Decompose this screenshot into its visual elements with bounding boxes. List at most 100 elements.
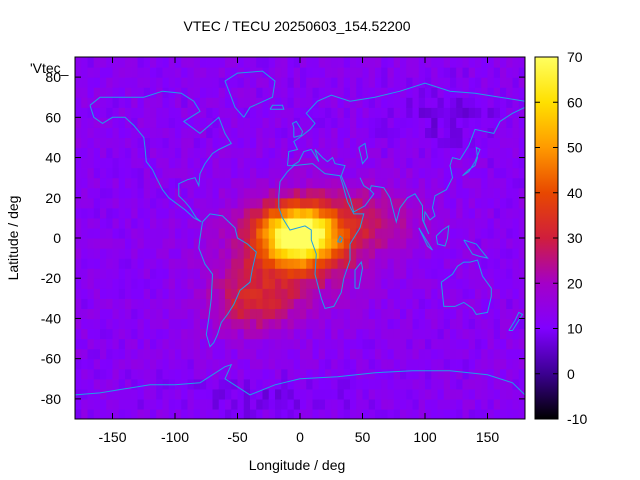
heatmap-cell [112,268,120,279]
heatmap-cell [512,157,520,169]
heatmap-cell [468,288,476,299]
heatmap-cell [481,328,489,340]
heatmap-cell [493,87,501,98]
heatmap-cell [500,288,507,299]
heatmap-cell [150,197,157,209]
heatmap-cell [456,177,464,189]
heatmap-cell [87,348,95,360]
heatmap-cell [193,197,201,209]
heatmap-cell [125,238,132,249]
heatmap-cell [393,378,401,390]
heatmap-cell [231,288,239,299]
heatmap-cell [225,77,232,88]
heatmap-cell [400,117,407,128]
heatmap-cell [206,268,214,279]
heatmap-cell [268,408,276,419]
heatmap-cell [443,127,451,139]
heatmap-cell [243,147,251,159]
heatmap-cell [337,157,345,169]
heatmap-cell [281,197,289,209]
heatmap-cell [418,167,426,179]
heatmap-cell [212,318,220,330]
heatmap-cell [150,278,157,289]
heatmap-cell [393,167,401,179]
heatmap-cell [231,408,239,419]
heatmap-cell [350,398,357,410]
heatmap-cell [187,227,195,239]
heatmap-cell [143,378,151,390]
heatmap-cell [162,318,170,330]
heatmap-cell [175,177,182,189]
heatmap-cell [500,278,507,289]
heatmap-cell [443,137,451,149]
x-tick-label: -50 [227,429,247,445]
heatmap-cell [412,328,420,340]
heatmap-cell [425,308,432,320]
heatmap-cell [418,348,426,360]
heatmap-cell [418,358,426,370]
heatmap-cell [518,227,525,239]
heatmap-cell [287,207,295,219]
heatmap-cell [487,217,495,229]
heatmap-cell [125,57,132,68]
heatmap-cell [118,187,126,199]
heatmap-cell [106,127,114,139]
heatmap-cell [462,127,470,139]
heatmap-cell [206,248,214,259]
heatmap-cell [493,177,501,189]
heatmap-cell [268,268,276,279]
heatmap-cell [368,77,376,88]
heatmap-cell [337,197,345,209]
y-tick-label: 20 [45,190,61,206]
heatmap-cell [112,348,120,360]
heatmap-cell [168,187,176,199]
heatmap-cell [456,127,464,139]
heatmap-cell [468,268,476,279]
heatmap-cell [450,117,457,128]
heatmap-cell [506,358,514,370]
heatmap-cell [368,187,376,199]
heatmap-cell [462,368,470,380]
heatmap-cell [450,127,457,139]
heatmap-cell [381,298,389,309]
heatmap-cell [493,197,501,209]
heatmap-cell [375,107,382,118]
heatmap-cell [418,408,426,419]
heatmap-cell [368,298,376,309]
heatmap-cell [368,127,376,139]
heatmap-cell [256,338,264,350]
heatmap-cell [393,207,401,219]
heatmap-cell [268,378,276,390]
heatmap-cell [187,308,195,320]
heatmap-cell [237,147,245,159]
heatmap-cell [425,87,432,98]
heatmap-cell [231,157,239,169]
heatmap-cell [337,77,345,88]
heatmap-cell [512,308,520,320]
heatmap-cell [481,248,489,259]
colorbar-tick-label: 30 [567,230,583,246]
heatmap-cell [200,227,207,239]
heatmap-cell [181,328,189,340]
heatmap-cell [437,177,445,189]
heatmap-cell [206,258,214,269]
heatmap-cell [481,388,489,400]
heatmap-cell [200,238,207,249]
heatmap-cell [312,177,320,189]
heatmap-cell [287,87,295,98]
heatmap-cell [137,368,145,380]
heatmap-cell [518,338,525,350]
heatmap-cell [162,137,170,149]
heatmap-cell [431,348,439,360]
heatmap-cell [225,147,232,159]
heatmap-cell [131,107,139,118]
heatmap-cell [225,278,232,289]
heatmap-cell [325,358,332,370]
heatmap-cell [300,318,307,330]
heatmap-cell [387,258,395,269]
heatmap-cell [518,318,525,330]
heatmap-cell [218,318,226,330]
heatmap-cell [381,167,389,179]
colorbar-tick-label: 50 [567,140,583,156]
heatmap-cell [387,117,395,128]
